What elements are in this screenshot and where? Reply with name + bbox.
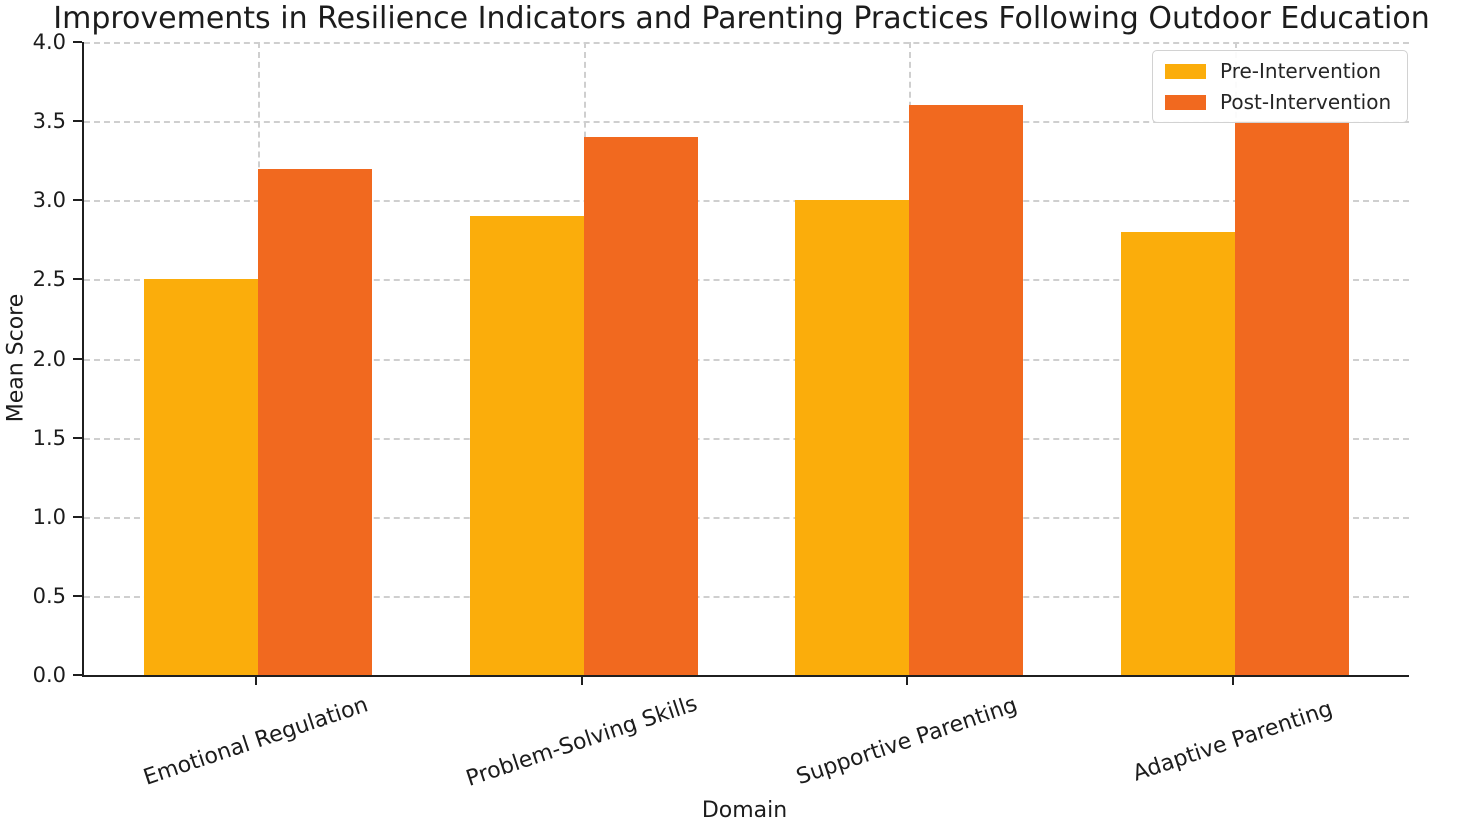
x-axis-label: Domain bbox=[701, 798, 788, 823]
x-tick-label-adaptive-parenting: Adaptive Parenting bbox=[1129, 696, 1336, 787]
y-tick-mark bbox=[73, 120, 82, 123]
y-tick-label-2.5: 2.5 bbox=[32, 267, 66, 292]
y-tick-mark bbox=[73, 278, 82, 281]
legend-swatch-pre-intervention bbox=[1165, 63, 1206, 79]
bar-pre-intervention-emotional-regulation bbox=[144, 279, 259, 675]
x-tick-mark bbox=[1231, 677, 1234, 685]
x-tick-mark bbox=[580, 677, 583, 685]
bar-post-intervention-adaptive-parenting bbox=[1234, 121, 1349, 675]
bar-pre-intervention-problem-solving-skills bbox=[469, 216, 584, 675]
y-axis-label: Mean Score bbox=[3, 293, 29, 423]
legend: Pre-Intervention Post-Intervention bbox=[1152, 50, 1409, 123]
y-tick-mark bbox=[73, 594, 82, 597]
legend-item-pre-intervention: Pre-Intervention bbox=[1165, 59, 1391, 83]
bar-post-intervention-supportive-parenting bbox=[909, 105, 1024, 675]
bar-post-intervention-problem-solving-skills bbox=[583, 136, 698, 675]
y-tick-label-3.5: 3.5 bbox=[32, 109, 66, 134]
y-tick-label-2.0: 2.0 bbox=[32, 346, 66, 371]
legend-items: Pre-Intervention Post-Intervention bbox=[1165, 59, 1391, 114]
plot-area bbox=[82, 42, 1409, 677]
y-tick-label-1.0: 1.0 bbox=[32, 504, 66, 529]
y-tick-mark bbox=[73, 515, 82, 518]
y-tick-label-4.0: 4.0 bbox=[32, 30, 66, 54]
bar-post-intervention-emotional-regulation bbox=[258, 168, 373, 675]
bar-pre-intervention-adaptive-parenting bbox=[1120, 231, 1235, 675]
gridline-y-0.5 bbox=[84, 595, 1409, 598]
y-tick-mark bbox=[73, 436, 82, 439]
gridline-y-4.0 bbox=[84, 42, 1409, 44]
y-tick-mark bbox=[73, 357, 82, 360]
y-tick-label-1.5: 1.5 bbox=[32, 425, 66, 450]
x-tick-label-problem-solving-skills: Problem-Solving Skills bbox=[462, 691, 701, 792]
gridline-y-3.5 bbox=[84, 121, 1409, 124]
legend-label-post-intervention: Post-Intervention bbox=[1220, 90, 1392, 114]
y-tick-mark bbox=[73, 199, 82, 202]
gridline-y-1.0 bbox=[84, 516, 1409, 519]
x-tick-mark bbox=[255, 677, 258, 685]
x-tick-label-emotional-regulation: Emotional Regulation bbox=[140, 692, 372, 791]
gridline-y-1.5 bbox=[84, 437, 1409, 440]
legend-label-pre-intervention: Pre-Intervention bbox=[1220, 59, 1382, 83]
x-tick-label-supportive-parenting: Supportive Parenting bbox=[793, 693, 1021, 791]
gridline-y-3.0 bbox=[84, 200, 1409, 203]
gridline-y-2.5 bbox=[84, 279, 1409, 282]
bar-pre-intervention-supportive-parenting bbox=[795, 200, 910, 675]
y-tick-label-3.0: 3.0 bbox=[32, 188, 66, 213]
y-tick-mark bbox=[73, 674, 82, 676]
x-tick-mark bbox=[906, 677, 909, 685]
y-tick-mark bbox=[73, 41, 82, 43]
legend-item-post-intervention: Post-Intervention bbox=[1165, 90, 1391, 114]
chart-title: Improvements in Resilience Indicators an… bbox=[53, 1, 1430, 36]
gridline-y-2.0 bbox=[84, 358, 1409, 361]
y-tick-label-0.5: 0.5 bbox=[32, 583, 66, 608]
y-tick-label-0.0: 0.0 bbox=[32, 663, 66, 687]
legend-swatch-post-intervention bbox=[1165, 94, 1206, 110]
